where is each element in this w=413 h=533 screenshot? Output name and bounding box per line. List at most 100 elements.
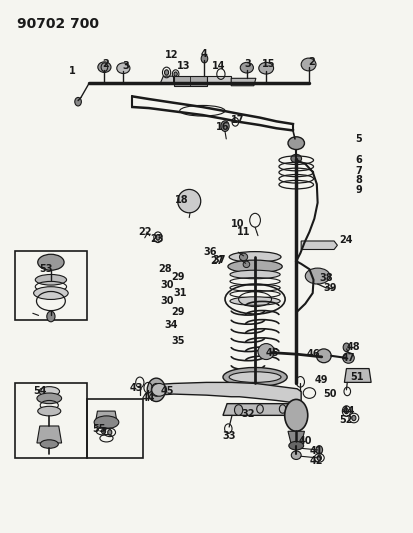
Bar — [15, 383, 87, 458]
Text: 7: 7 — [356, 166, 362, 176]
Text: 29: 29 — [171, 272, 185, 282]
Text: 49: 49 — [315, 375, 328, 385]
Circle shape — [108, 430, 112, 435]
Text: 55: 55 — [93, 424, 106, 434]
Ellipse shape — [38, 406, 61, 416]
Ellipse shape — [223, 368, 287, 386]
Circle shape — [201, 54, 208, 63]
Ellipse shape — [258, 344, 274, 360]
Polygon shape — [231, 78, 256, 86]
Text: 39: 39 — [323, 283, 337, 293]
Polygon shape — [223, 403, 305, 415]
Text: 44: 44 — [142, 393, 156, 403]
Polygon shape — [288, 431, 304, 445]
Ellipse shape — [229, 372, 281, 382]
Text: 34: 34 — [165, 320, 178, 330]
Circle shape — [164, 70, 169, 75]
Text: 11: 11 — [237, 228, 250, 238]
Bar — [15, 251, 87, 320]
Text: 40: 40 — [299, 436, 312, 446]
Polygon shape — [160, 76, 173, 83]
Ellipse shape — [301, 58, 316, 71]
Ellipse shape — [151, 383, 161, 396]
Text: 9: 9 — [356, 185, 362, 196]
Text: 14: 14 — [212, 61, 225, 70]
Text: 53: 53 — [39, 264, 53, 274]
Ellipse shape — [316, 349, 331, 363]
Circle shape — [174, 72, 177, 76]
Text: 18: 18 — [175, 195, 189, 205]
Ellipse shape — [243, 261, 250, 268]
Ellipse shape — [240, 62, 254, 73]
Text: 8: 8 — [355, 175, 362, 185]
Text: 4: 4 — [201, 49, 208, 59]
Text: 47: 47 — [342, 353, 355, 363]
Polygon shape — [173, 76, 206, 86]
Polygon shape — [344, 368, 371, 382]
Circle shape — [316, 446, 323, 454]
Polygon shape — [96, 411, 117, 421]
Text: 28: 28 — [159, 264, 172, 273]
Text: 29: 29 — [171, 306, 185, 317]
Ellipse shape — [289, 441, 304, 450]
Ellipse shape — [305, 268, 330, 284]
Text: 51: 51 — [350, 372, 363, 382]
Ellipse shape — [343, 353, 354, 364]
Text: 3: 3 — [123, 61, 130, 70]
Text: 36: 36 — [204, 247, 217, 257]
Text: 43: 43 — [130, 383, 143, 393]
Text: 17: 17 — [230, 115, 244, 125]
Circle shape — [343, 343, 350, 352]
Text: 32: 32 — [241, 409, 254, 419]
Polygon shape — [206, 76, 231, 83]
Text: 45: 45 — [161, 386, 174, 397]
Circle shape — [156, 235, 160, 240]
Circle shape — [221, 121, 229, 132]
Ellipse shape — [178, 189, 201, 213]
Ellipse shape — [94, 416, 119, 429]
Text: 38: 38 — [319, 273, 333, 283]
Text: 31: 31 — [173, 288, 187, 298]
Ellipse shape — [37, 393, 62, 403]
Text: 30: 30 — [161, 280, 174, 290]
Ellipse shape — [230, 297, 280, 305]
Ellipse shape — [285, 399, 308, 431]
Text: 41: 41 — [310, 446, 323, 456]
Polygon shape — [301, 241, 337, 249]
Text: 50: 50 — [323, 389, 337, 399]
Polygon shape — [156, 382, 301, 403]
Text: 2: 2 — [308, 57, 315, 67]
Ellipse shape — [288, 137, 304, 150]
Ellipse shape — [38, 254, 64, 270]
Circle shape — [290, 406, 298, 416]
Ellipse shape — [39, 386, 59, 396]
Ellipse shape — [240, 253, 248, 261]
Text: 5: 5 — [356, 134, 362, 144]
Circle shape — [75, 98, 81, 106]
Text: 12: 12 — [165, 50, 178, 60]
Text: 54: 54 — [33, 386, 47, 397]
Text: 30: 30 — [161, 296, 174, 306]
Text: 6: 6 — [356, 155, 362, 165]
Ellipse shape — [33, 287, 68, 300]
Ellipse shape — [259, 62, 273, 74]
Circle shape — [344, 408, 349, 414]
Bar — [87, 399, 143, 458]
Ellipse shape — [117, 63, 130, 74]
Text: 27: 27 — [210, 256, 223, 266]
Circle shape — [102, 429, 106, 434]
Text: 16: 16 — [216, 122, 230, 132]
Text: 2: 2 — [102, 60, 109, 69]
Ellipse shape — [35, 274, 66, 285]
Circle shape — [47, 311, 55, 322]
Text: 24: 24 — [340, 235, 353, 245]
Text: 15: 15 — [261, 60, 275, 69]
Ellipse shape — [230, 270, 280, 279]
Text: 52: 52 — [340, 415, 353, 425]
Circle shape — [235, 405, 243, 415]
Text: 1: 1 — [69, 66, 76, 76]
Text: 13: 13 — [177, 61, 191, 70]
Polygon shape — [37, 426, 62, 443]
Text: 37: 37 — [212, 255, 225, 264]
Text: 42: 42 — [310, 456, 323, 466]
